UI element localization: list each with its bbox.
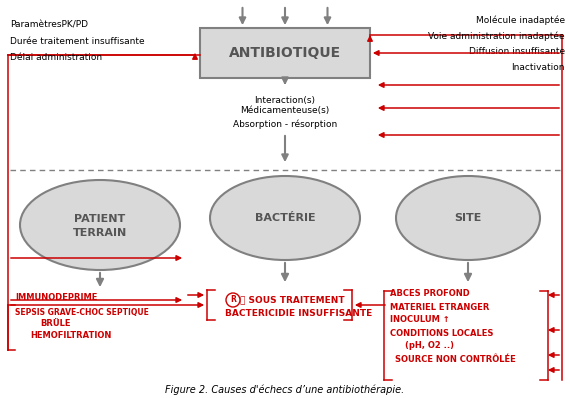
Text: R: R	[230, 295, 236, 304]
Text: ANTIBIOTIQUE: ANTIBIOTIQUE	[229, 46, 341, 60]
Text: PATIENT: PATIENT	[74, 214, 125, 224]
Text: SOURCE NON CONTRÔLÉE: SOURCE NON CONTRÔLÉE	[395, 355, 516, 363]
Text: Absorption - résorption: Absorption - résorption	[233, 119, 337, 129]
Text: ABCES PROFOND: ABCES PROFOND	[390, 289, 470, 298]
Ellipse shape	[396, 176, 540, 260]
Text: SITE: SITE	[454, 213, 482, 223]
Text: TERRAIN: TERRAIN	[73, 228, 127, 238]
Text: HEMOFILTRATION: HEMOFILTRATION	[30, 332, 111, 341]
FancyBboxPatch shape	[200, 28, 370, 78]
Text: (pH, O2 ..): (pH, O2 ..)	[405, 341, 454, 351]
Text: MATERIEL ETRANGER: MATERIEL ETRANGER	[390, 302, 490, 312]
Text: IMMUNODEPRIME: IMMUNODEPRIME	[15, 293, 97, 302]
Text: Voie administration inadaptée: Voie administration inadaptée	[429, 31, 565, 41]
Text: SEPSIS GRAVE-CHOC SEPTIQUE: SEPSIS GRAVE-CHOC SEPTIQUE	[15, 308, 149, 316]
Text: Médicamenteuse(s): Médicamenteuse(s)	[241, 107, 329, 115]
Text: Ⓡ SOUS TRAITEMENT: Ⓡ SOUS TRAITEMENT	[240, 295, 345, 304]
Text: Délai administration: Délai administration	[10, 53, 102, 62]
Text: Figure 2. Causes d'échecs d’une antibiothérapie.: Figure 2. Causes d'échecs d’une antibiot…	[165, 384, 405, 395]
Text: Durée traitement insuffisante: Durée traitement insuffisante	[10, 37, 145, 45]
Ellipse shape	[20, 180, 180, 270]
Text: Molécule inadaptée: Molécule inadaptée	[476, 15, 565, 25]
Text: BACTERICIDIE INSUFFISANTE: BACTERICIDIE INSUFFISANTE	[225, 310, 372, 318]
Text: BRÜLE: BRÜLE	[40, 320, 71, 328]
Text: BACTÉRIE: BACTÉRIE	[255, 213, 315, 223]
Ellipse shape	[210, 176, 360, 260]
Text: INOCULUM ↑: INOCULUM ↑	[390, 316, 450, 324]
Text: ParamètresPK/PD: ParamètresPK/PD	[10, 21, 88, 29]
Text: Diffusion insuffisante: Diffusion insuffisante	[469, 47, 565, 57]
Text: Inactivation: Inactivation	[511, 64, 565, 72]
Text: CONDITIONS LOCALES: CONDITIONS LOCALES	[390, 328, 494, 338]
Text: Interaction(s): Interaction(s)	[254, 96, 316, 105]
